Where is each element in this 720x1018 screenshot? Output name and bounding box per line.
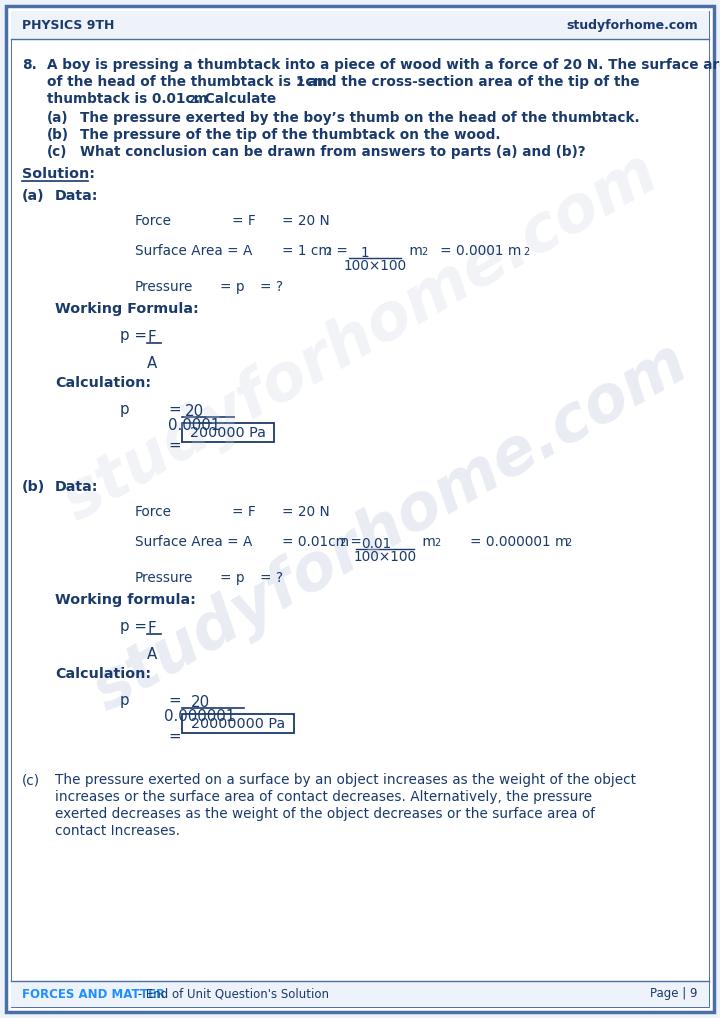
Text: = p: = p: [220, 571, 245, 585]
Bar: [11, 981, 709, 1007]
Text: = F: = F: [232, 214, 256, 228]
Text: A: A: [147, 356, 157, 371]
Text: = F: = F: [232, 505, 256, 519]
Text: m: m: [418, 535, 436, 549]
Text: Data:: Data:: [55, 480, 99, 494]
Bar: [11, 11, 709, 39]
Text: = 0.01cm: = 0.01cm: [282, 535, 349, 549]
Text: Pressure: Pressure: [135, 571, 194, 585]
Text: PHYSICS 9TH: PHYSICS 9TH: [22, 18, 114, 32]
Text: = 20 N: = 20 N: [282, 214, 330, 228]
Text: A: A: [147, 647, 157, 662]
Text: - End of Unit Question's Solution: - End of Unit Question's Solution: [134, 987, 329, 1001]
Text: = 0.000001 m: = 0.000001 m: [470, 535, 569, 549]
Text: 8.: 8.: [22, 58, 37, 72]
Text: contact Increases.: contact Increases.: [55, 824, 180, 838]
Text: = 0.0001 m: = 0.0001 m: [427, 244, 521, 258]
Text: 1: 1: [361, 246, 369, 260]
Text: 100×100: 100×100: [354, 550, 417, 564]
Text: 2: 2: [434, 538, 440, 548]
Text: 20: 20: [190, 695, 210, 710]
Text: = p: = p: [220, 280, 245, 294]
Text: thumbtack is 0.01cm: thumbtack is 0.01cm: [47, 92, 208, 106]
Text: 0.0001: 0.0001: [168, 418, 220, 433]
Text: The pressure of the tip of the thumbtack on the wood.: The pressure of the tip of the thumbtack…: [80, 128, 500, 142]
Text: 20000000 Pa: 20000000 Pa: [191, 717, 285, 731]
Text: 0.000001: 0.000001: [164, 709, 235, 724]
Text: increases or the surface area of contact decreases. Alternatively, the pressure: increases or the surface area of contact…: [55, 790, 592, 804]
Text: F: F: [148, 621, 156, 636]
Text: Force: Force: [135, 214, 172, 228]
Text: 2: 2: [421, 247, 427, 257]
Text: =: =: [168, 693, 181, 708]
Text: What conclusion can be drawn from answers to parts (a) and (b)?: What conclusion can be drawn from answer…: [80, 145, 585, 159]
Text: studyforhome.com: studyforhome.com: [81, 332, 698, 725]
Bar: [182, 423, 274, 442]
Text: of the head of the thumbtack is 1cm: of the head of the thumbtack is 1cm: [47, 75, 328, 89]
Text: Data:: Data:: [55, 189, 99, 203]
Text: The pressure exerted by the boy’s thumb on the head of the thumbtack.: The pressure exerted by the boy’s thumb …: [80, 111, 639, 125]
Text: =: =: [168, 402, 181, 417]
Text: (c): (c): [47, 145, 68, 159]
Text: 2: 2: [523, 247, 529, 257]
Text: F: F: [148, 330, 156, 345]
Text: =: =: [346, 535, 362, 549]
Text: Pressure: Pressure: [135, 280, 194, 294]
Text: 100×100: 100×100: [343, 259, 407, 273]
Text: . Calculate: . Calculate: [195, 92, 276, 106]
Text: = ?: = ?: [260, 571, 283, 585]
Text: FORCES AND MATTER: FORCES AND MATTER: [22, 987, 165, 1001]
Text: A boy is pressing a thumbtack into a piece of wood with a force of 20 N. The sur: A boy is pressing a thumbtack into a pie…: [47, 58, 720, 72]
Text: 2: 2: [565, 538, 571, 548]
Text: 20: 20: [184, 404, 204, 419]
Text: 2: 2: [296, 78, 302, 88]
Text: 0.01: 0.01: [361, 538, 391, 551]
Text: Working formula:: Working formula:: [55, 593, 196, 607]
Text: 2: 2: [325, 247, 331, 257]
Text: Page | 9: Page | 9: [650, 987, 698, 1001]
Text: =: =: [168, 729, 181, 744]
Text: The pressure exerted on a surface by an object increases as the weight of the ob: The pressure exerted on a surface by an …: [55, 773, 636, 787]
Text: (c): (c): [22, 773, 40, 787]
Text: 2: 2: [188, 95, 194, 105]
Text: studyforhome.com: studyforhome.com: [51, 142, 669, 534]
Text: = ?: = ?: [260, 280, 283, 294]
Text: p =: p =: [120, 328, 147, 343]
Text: (b): (b): [47, 128, 69, 142]
Text: p: p: [120, 693, 130, 708]
Text: (b): (b): [22, 480, 45, 494]
Text: m: m: [405, 244, 423, 258]
Text: 200000 Pa: 200000 Pa: [190, 426, 266, 440]
Text: Calculation:: Calculation:: [55, 376, 151, 390]
Text: Solution:: Solution:: [22, 167, 95, 181]
Text: Working Formula:: Working Formula:: [55, 302, 199, 316]
Text: (a): (a): [22, 189, 45, 203]
Text: =: =: [332, 244, 348, 258]
Text: exerted decreases as the weight of the object decreases or the surface area of: exerted decreases as the weight of the o…: [55, 807, 595, 821]
Text: = 20 N: = 20 N: [282, 505, 330, 519]
Text: = 1 cm: = 1 cm: [282, 244, 332, 258]
Text: Surface Area = A: Surface Area = A: [135, 535, 253, 549]
Text: (a): (a): [47, 111, 68, 125]
Text: Force: Force: [135, 505, 172, 519]
Text: =: =: [168, 438, 181, 453]
Text: studyforhome.com: studyforhome.com: [566, 18, 698, 32]
Text: and the cross-section area of the tip of the: and the cross-section area of the tip of…: [303, 75, 639, 89]
Text: Surface Area = A: Surface Area = A: [135, 244, 253, 258]
Text: Calculation:: Calculation:: [55, 667, 151, 681]
Bar: [182, 714, 294, 733]
Text: 2: 2: [339, 538, 346, 548]
Text: p =: p =: [120, 619, 147, 634]
Text: p: p: [120, 402, 130, 417]
